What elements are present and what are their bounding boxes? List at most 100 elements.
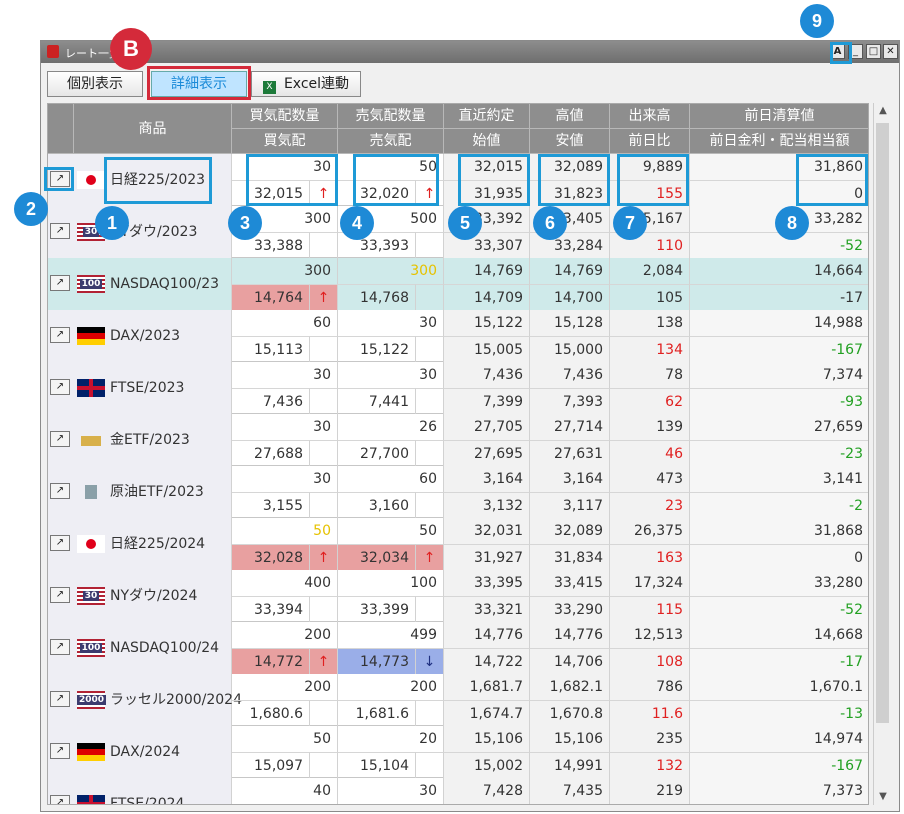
buy-price-cell	[232, 804, 310, 805]
header-buy[interactable]: 買気配	[232, 129, 338, 154]
settle-cell: 31,860	[690, 154, 868, 180]
header-sell-qty[interactable]: 売気配数量	[338, 104, 444, 129]
header-low[interactable]: 安値	[530, 129, 610, 154]
ask-arrow-icon	[416, 232, 444, 258]
chart-icon[interactable]: ↗	[50, 587, 70, 603]
maximize-button[interactable]: □	[866, 44, 881, 59]
buy-price-cell: 1,680.6	[232, 700, 310, 726]
product-name[interactable]: NASDAQ100/24	[110, 640, 220, 656]
interest-cell: -167	[690, 752, 868, 778]
table-row[interactable]: ↗ 2000 ラッセル2000/2024 200 1,680.6 200 1,681.6 1,…	[48, 674, 868, 726]
ask-arrow-icon: ↓	[416, 648, 444, 674]
product-name[interactable]: ラッセル2000/2024	[110, 692, 242, 708]
sell-qty-cell: 300	[338, 258, 444, 284]
scroll-down-icon[interactable]: ▼	[879, 791, 887, 802]
chart-icon[interactable]: ↗	[50, 431, 70, 447]
sell-price-cell: 14,773	[338, 648, 416, 674]
high-cell: 3,164	[530, 466, 610, 492]
header-last[interactable]: 直近約定	[444, 104, 530, 129]
chart-icon[interactable]: ↗	[50, 223, 70, 239]
product-name[interactable]: 日経225/2023	[110, 172, 206, 188]
chart-icon[interactable]: ↗	[50, 743, 70, 759]
tab-individual[interactable]: 個別表示	[47, 71, 143, 97]
header-settle[interactable]: 前日清算値	[690, 104, 868, 129]
table-row[interactable]: ↗ 日経225/2023 30 32,015 ↑ 50 32,020 ↑ 32,015 31,93…	[48, 154, 868, 206]
chart-icon[interactable]: ↗	[50, 379, 70, 395]
header-open[interactable]: 始値	[444, 129, 530, 154]
tab-detail[interactable]: 詳細表示	[151, 71, 247, 97]
minimize-button[interactable]: _	[848, 44, 863, 59]
open-cell: 33,321	[444, 596, 530, 622]
vertical-scrollbar[interactable]: ▲ ▼	[873, 103, 891, 805]
table-row[interactable]: ↗ DAX/2023 60 15,113 30 15,122 15,122 15,005 15,…	[48, 310, 868, 362]
chart-icon[interactable]: ↗	[50, 691, 70, 707]
header-interest[interactable]: 前日金利・配当相当額	[690, 129, 868, 154]
low-cell: 3,117	[530, 492, 610, 518]
product-cell[interactable]	[48, 414, 232, 466]
display-toggle-icon[interactable]: A	[830, 44, 845, 59]
change-cell: 115	[610, 596, 690, 622]
chart-icon[interactable]: ↗	[50, 483, 70, 499]
scroll-thumb[interactable]	[876, 123, 889, 723]
excel-icon: X	[262, 81, 276, 94]
product-name[interactable]: 金ETF/2023	[110, 432, 190, 448]
jp-flag-icon	[77, 171, 105, 189]
chart-icon[interactable]: ↗	[50, 535, 70, 551]
low-cell: 31,834	[530, 544, 610, 570]
title-bar[interactable]: レート一覧 A _ □ ✕	[41, 41, 899, 63]
buy-qty-cell: 30	[232, 154, 338, 180]
bid-arrow-icon	[310, 752, 338, 778]
chart-icon[interactable]: ↗	[50, 639, 70, 655]
excel-link-button[interactable]: X Excel連動	[251, 71, 361, 97]
product-name[interactable]: DAX/2023	[110, 328, 181, 344]
bid-arrow-icon	[310, 232, 338, 258]
interest-cell: -17	[690, 284, 868, 310]
table-row[interactable]: ↗ 100 NASDAQ100/23 300 14,764 ↑ 300 14,768 14,76…	[48, 258, 868, 310]
table-row[interactable]: ↗ FTSE/2024 40 30 7,428 7,435 219 7,373	[48, 778, 869, 805]
table-row[interactable]: ↗ DAX/2024 50 15,097 20 15,104 15,106 15,002 15,…	[48, 726, 868, 778]
header-change[interactable]: 前日比	[610, 129, 690, 154]
interest-cell: 0	[690, 544, 868, 570]
product-cell[interactable]	[48, 466, 232, 518]
header-blank-chart[interactable]	[48, 104, 74, 154]
table-row[interactable]: ↗ 原油ETF/2023 30 3,155 60 3,160 3,164 3,132 3,164…	[48, 466, 868, 518]
header-product[interactable]: 商品	[74, 104, 232, 154]
sell-price-cell: 27,700	[338, 440, 416, 466]
ask-arrow-icon	[416, 492, 444, 518]
volume-cell: 12,513	[610, 622, 690, 648]
table-row[interactable]: ↗ 30 NYダウ/2024 400 33,394 100 33,399 33,395 33,3…	[48, 570, 868, 622]
product-name[interactable]: NASDAQ100/23	[110, 276, 220, 292]
settle-cell: 3,141	[690, 466, 868, 492]
low-cell: 33,284	[530, 232, 610, 258]
chart-icon[interactable]: ↗	[50, 275, 70, 291]
high-cell: 14,776	[530, 622, 610, 648]
header-sell[interactable]: 売気配	[338, 129, 444, 154]
buy-qty-cell: 60	[232, 310, 338, 336]
header-volume[interactable]: 出来高	[610, 104, 690, 129]
close-button[interactable]: ✕	[883, 44, 898, 59]
chart-icon[interactable]: ↗	[50, 327, 70, 343]
product-name[interactable]: NYダウ/2024	[110, 588, 198, 604]
product-name[interactable]: 原油ETF/2023	[110, 484, 204, 500]
bid-arrow-icon: ↑	[310, 544, 338, 570]
product-name[interactable]: NYダウ/2023	[110, 224, 198, 240]
product-name[interactable]: DAX/2024	[110, 744, 181, 760]
scroll-up-icon[interactable]: ▲	[879, 105, 887, 116]
sell-qty-cell: 100	[338, 570, 444, 596]
product-name[interactable]: 日経225/2024	[110, 536, 206, 552]
table-row[interactable]: ↗ 日経225/2024 50 32,028 ↑ 50 32,034 ↑ 32,031 31,92…	[48, 518, 868, 570]
buy-qty-cell: 200	[232, 622, 338, 648]
chart-icon[interactable]: ↗	[50, 171, 70, 187]
product-name[interactable]: FTSE/2023	[110, 380, 185, 396]
interest-cell	[690, 804, 869, 805]
chart-icon[interactable]: ↗	[50, 795, 70, 804]
header-high[interactable]: 高値	[530, 104, 610, 129]
header-buy-qty[interactable]: 買気配数量	[232, 104, 338, 129]
table-row[interactable]: ↗ 金ETF/2023 30 27,688 26 27,700 27,705 27,695 27…	[48, 414, 868, 466]
last-cell: 14,769	[444, 258, 530, 284]
table-row[interactable]: ↗ 100 NASDAQ100/24 200 14,772 ↑ 499 14,773 ↓ 14,7…	[48, 622, 868, 674]
product-name[interactable]: FTSE/2024	[110, 796, 185, 805]
app-icon	[47, 45, 59, 58]
change-cell	[610, 804, 690, 805]
table-row[interactable]: ↗ FTSE/2023 30 7,436 30 7,441 7,436 7,399 7,436 7…	[48, 362, 868, 414]
